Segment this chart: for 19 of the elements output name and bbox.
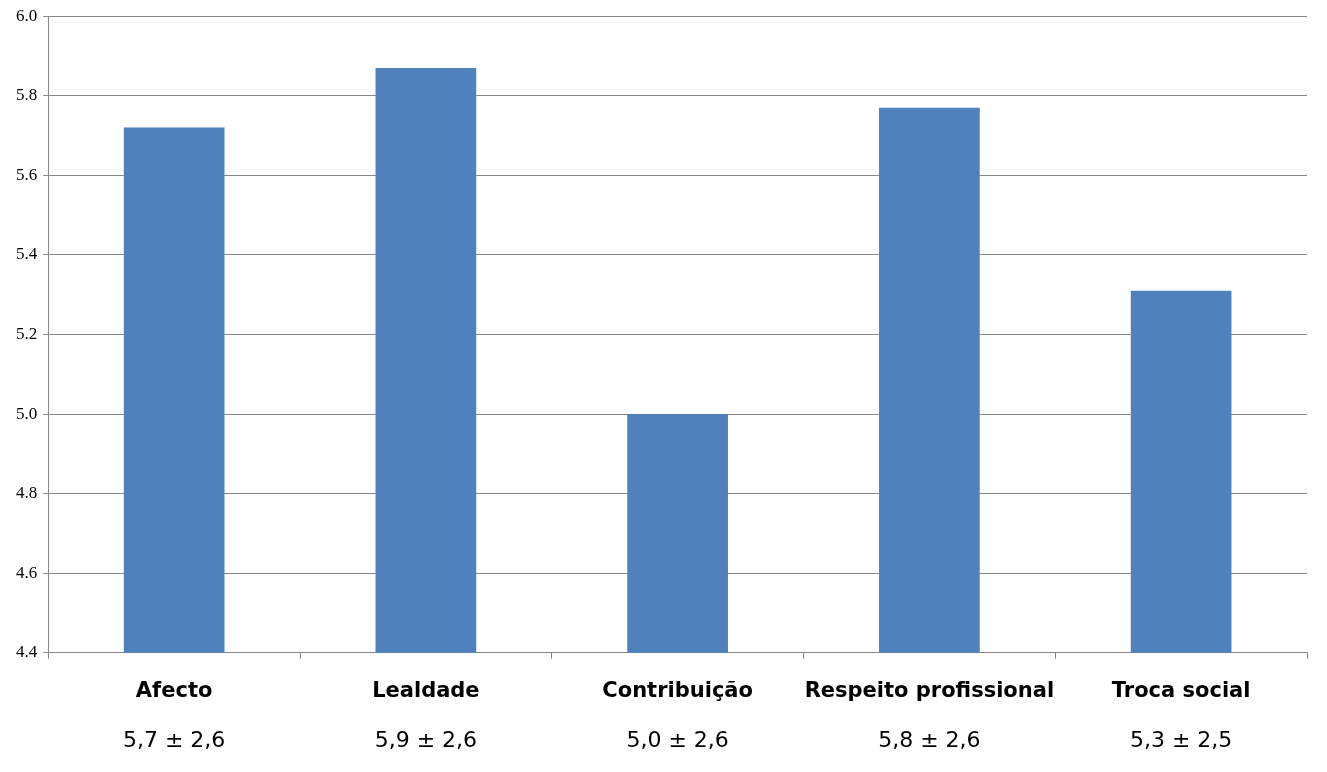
data-label: 5,0 ± 2,6 <box>626 726 729 752</box>
x-tick-label: Respeito profissional <box>804 677 1055 702</box>
y-tick-label: 5.2 <box>16 323 38 343</box>
y-tick-label: 4.6 <box>16 562 38 582</box>
data-label: 5,7 ± 2,6 <box>122 726 226 752</box>
x-tick-label: Troca social <box>1111 677 1251 702</box>
x-tick-label: Lealdade <box>372 677 480 702</box>
y-tick-label: 5.6 <box>16 164 38 184</box>
x-tick-label: Contribuição <box>602 677 753 702</box>
data-label: 5,3 ± 2,5 <box>1129 726 1233 752</box>
y-tick-label: 4.4 <box>16 642 38 662</box>
y-tick-label: 4.8 <box>16 483 38 503</box>
data-label: 5,8 ± 2,6 <box>878 726 981 752</box>
y-tick-label: 5.4 <box>16 244 38 264</box>
y-tick-label: 5.0 <box>16 403 38 423</box>
y-tick-label: 6.0 <box>16 5 38 25</box>
y-tick-label: 5.8 <box>16 85 38 105</box>
x-tick-label: Afecto <box>135 677 213 702</box>
data-label: 5,9 ± 2,6 <box>374 726 478 752</box>
